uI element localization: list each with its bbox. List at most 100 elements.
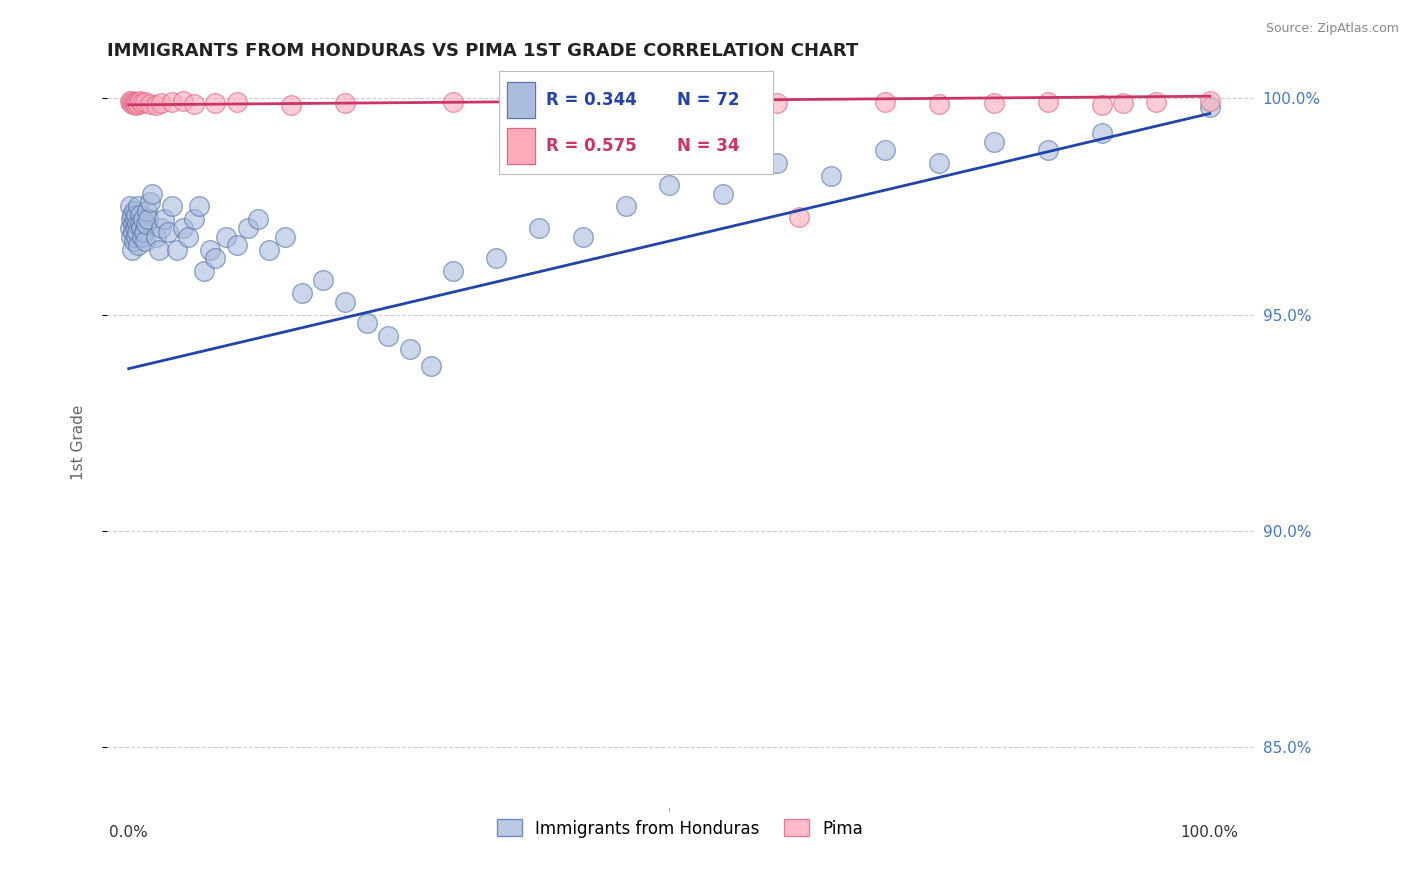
Point [420, 359, 443, 374]
Point [145, 229, 167, 244]
Y-axis label: 1st Grade: 1st Grade [72, 404, 86, 480]
Point [441, 264, 464, 278]
Point [128, 208, 150, 222]
Point [150, 95, 173, 110]
Point [529, 221, 551, 235]
Point [160, 199, 183, 213]
Point [172, 221, 194, 235]
Point [118, 94, 141, 108]
Point [1198, 100, 1220, 114]
Point [711, 186, 734, 201]
Point [1036, 95, 1059, 109]
Point [145, 98, 167, 112]
Point [215, 229, 238, 244]
Bar [508, 128, 534, 163]
Point [928, 96, 950, 111]
Point [156, 226, 179, 240]
Point [333, 95, 356, 110]
Point [131, 229, 153, 244]
Point [118, 221, 141, 235]
Point [1036, 143, 1059, 157]
Point [257, 243, 280, 257]
Point [820, 169, 842, 184]
Bar [508, 81, 534, 118]
Point [121, 243, 143, 257]
Point [118, 199, 141, 213]
Point [193, 264, 215, 278]
Point [766, 156, 789, 170]
Point [377, 329, 399, 343]
Point [550, 96, 572, 111]
Point [172, 94, 194, 108]
Point [120, 95, 142, 110]
Point [928, 156, 950, 170]
Point [121, 94, 143, 108]
Point [125, 98, 148, 112]
Point [141, 186, 163, 201]
Point [614, 199, 637, 213]
Text: 100.0%: 100.0% [1181, 825, 1239, 840]
Point [183, 212, 205, 227]
Point [132, 212, 155, 227]
Point [148, 243, 170, 257]
Point [398, 342, 420, 356]
Point [274, 229, 297, 244]
Point [127, 96, 149, 111]
Text: 0.0%: 0.0% [110, 825, 148, 840]
Point [122, 226, 145, 240]
Point [127, 238, 149, 252]
Point [124, 212, 146, 227]
Point [136, 212, 159, 227]
Point [125, 229, 148, 244]
Point [766, 95, 789, 110]
Point [124, 95, 146, 110]
Point [204, 252, 226, 266]
Point [204, 95, 226, 110]
Point [122, 234, 145, 248]
Point [177, 229, 200, 244]
Point [122, 95, 145, 109]
Point [124, 221, 146, 235]
Text: R = 0.344: R = 0.344 [546, 91, 637, 109]
Point [485, 252, 508, 266]
Point [787, 211, 810, 225]
Point [188, 199, 211, 213]
Point [121, 208, 143, 222]
Point [333, 294, 356, 309]
Point [135, 217, 157, 231]
Point [139, 195, 162, 210]
Point [236, 221, 259, 235]
Point [122, 96, 145, 111]
Point [225, 95, 247, 109]
Point [983, 135, 1005, 149]
Point [1091, 98, 1114, 112]
Point [131, 95, 153, 110]
Point [441, 95, 464, 109]
Point [127, 95, 149, 109]
Point [356, 316, 378, 330]
Point [875, 95, 897, 109]
Text: N = 72: N = 72 [678, 91, 740, 109]
Point [571, 229, 593, 244]
Point [134, 234, 156, 248]
Point [128, 217, 150, 231]
Point [198, 243, 221, 257]
Point [136, 203, 159, 218]
Point [1198, 94, 1220, 108]
Text: IMMIGRANTS FROM HONDURAS VS PIMA 1ST GRADE CORRELATION CHART: IMMIGRANTS FROM HONDURAS VS PIMA 1ST GRA… [107, 42, 858, 60]
Point [122, 217, 145, 231]
Point [312, 273, 335, 287]
Point [1091, 126, 1114, 140]
Text: Source: ZipAtlas.com: Source: ZipAtlas.com [1265, 22, 1399, 36]
Point [183, 96, 205, 111]
Point [291, 285, 314, 300]
Point [875, 143, 897, 157]
Point [127, 217, 149, 231]
Point [1112, 95, 1135, 110]
Point [125, 208, 148, 222]
Point [247, 212, 270, 227]
Point [134, 95, 156, 109]
Point [120, 229, 142, 244]
Point [132, 226, 155, 240]
Point [122, 203, 145, 218]
